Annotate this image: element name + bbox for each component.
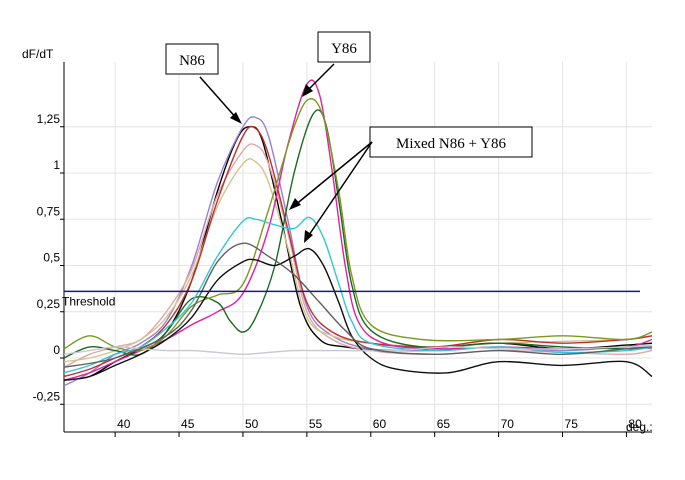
x-tick-label: 65	[437, 417, 451, 431]
x-tick-label: 70	[501, 417, 515, 431]
annotation-y86-box	[317, 31, 371, 63]
x-tick-label: 75	[565, 417, 579, 431]
threshold: Threshold	[62, 290, 640, 308]
y-tick-label: 0,25	[37, 297, 61, 311]
x-tick-label: 80	[628, 417, 642, 431]
annotation-y86-arrow	[305, 63, 335, 93]
annotations: N86 Y86 Mixed N86 + Y86	[165, 31, 533, 243]
axes: dF/dT deg.:	[22, 47, 653, 434]
annotation-mixed-arrow-2	[306, 141, 373, 239]
x-tick-label: 50	[245, 417, 259, 431]
y-tick-label: 0,5	[43, 251, 60, 265]
series-line-12	[63, 242, 653, 368]
x-ticks: 40 45 50 55 60 65 70 75 80	[114, 417, 642, 437]
x-tick-label: 40	[117, 417, 131, 431]
y-tick-label: 1	[53, 158, 60, 172]
y-tick-label: 0,75	[37, 204, 61, 218]
y-tick-label: 0	[53, 343, 60, 357]
series-line-11	[63, 344, 653, 356]
y-tick-label: 1,25	[37, 112, 61, 126]
grid-lines	[64, 62, 652, 432]
x-tick-label: 55	[309, 417, 323, 431]
threshold-label: Threshold	[62, 294, 115, 308]
annotation-n86-box	[165, 43, 219, 75]
series-group	[63, 79, 653, 387]
annotation-mixed-arrow-1	[293, 141, 373, 207]
series-line-8	[63, 98, 653, 352]
annotation-y86-arrowhead	[302, 84, 313, 97]
x-tick-label: 45	[181, 417, 195, 431]
y-ticks: -0,25 0 0,25 0,5 0,75 1 1,25	[33, 112, 64, 405]
y-axis-title: dF/dT	[22, 47, 54, 61]
annotation-mixed-arrowhead-2	[304, 230, 313, 243]
annotation-mixed-box	[369, 126, 533, 158]
series-line-4	[63, 158, 653, 363]
annotation-mixed-label: Mixed N86 + Y86	[396, 136, 506, 152]
annotation-n86-label: N86	[179, 53, 205, 69]
annotation-mixed-arrowhead-1	[289, 198, 301, 210]
series-line-9	[63, 216, 653, 374]
x-tick-label: 60	[373, 417, 387, 431]
annotation-y86-label: Y86	[331, 41, 357, 57]
annotation-n86-arrowhead	[230, 112, 242, 124]
series-line-10	[63, 247, 653, 381]
annotation-n86-arrow	[199, 76, 239, 121]
y-tick-label: -0,25	[33, 389, 61, 403]
x-axis-end-label: deg.:	[626, 420, 653, 434]
